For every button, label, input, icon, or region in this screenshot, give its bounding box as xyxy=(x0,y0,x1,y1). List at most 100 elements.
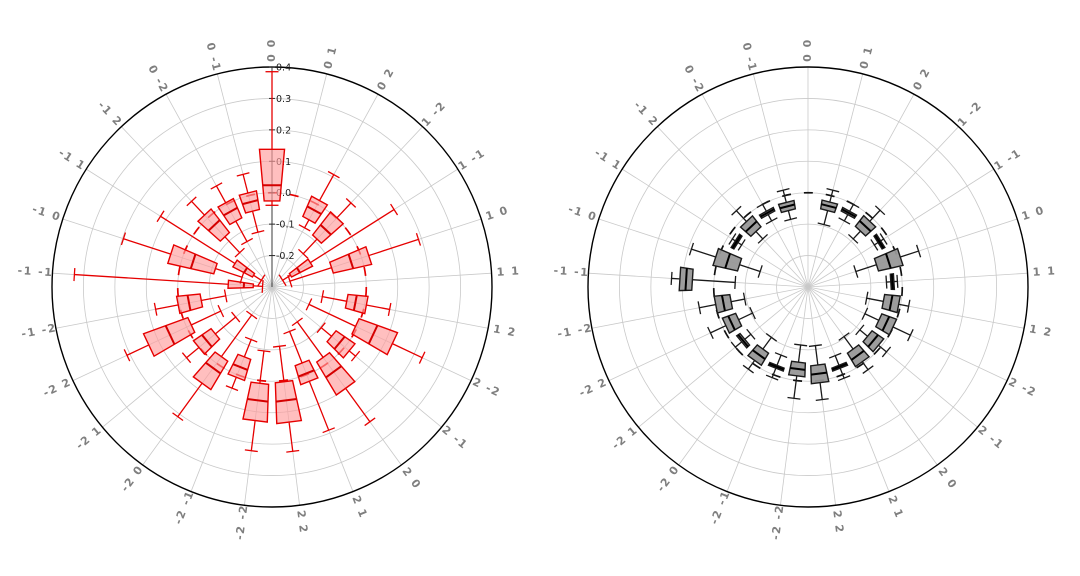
upper-whisker xyxy=(160,215,236,264)
box xyxy=(288,258,314,278)
red-polar-boxplot: 0.40.30.20.10.0-0.1-0.20 00 10 21 -21 -1… xyxy=(17,38,520,540)
grid-spoke xyxy=(807,286,938,466)
grid-spoke xyxy=(807,272,1028,288)
angle-label: -2 0 xyxy=(118,463,146,495)
lower-whisker xyxy=(843,336,854,350)
radial-tick-label: 0.0 xyxy=(276,188,291,199)
upper-whisker-cap xyxy=(172,412,184,422)
box-plot-1_-1 xyxy=(870,233,888,251)
upper-whisker-cap xyxy=(186,196,197,207)
lower-whisker-cap xyxy=(870,239,879,251)
angle-label: -1 1 xyxy=(56,146,88,173)
box-plot-0_2 xyxy=(838,200,860,225)
lower-whisker xyxy=(259,350,265,384)
lower-whisker xyxy=(843,213,849,222)
box-plot--1_1 xyxy=(728,233,746,251)
lower-whisker-cap xyxy=(828,352,842,359)
lower-whisker xyxy=(859,329,869,337)
grid-spoke xyxy=(271,272,492,288)
median-line xyxy=(890,273,894,290)
upper-whisker xyxy=(215,185,227,203)
outer-circle xyxy=(587,66,1029,508)
lower-whisker-cap xyxy=(817,222,831,227)
median-line xyxy=(760,208,775,218)
upper-whisker-cap xyxy=(765,374,779,381)
angle-label: 1 0 xyxy=(484,203,511,223)
box-plot--2_2 xyxy=(123,304,225,362)
lower-whisker xyxy=(253,285,263,288)
lower-whisker-cap xyxy=(320,290,325,304)
radial-tick-label: -0.2 xyxy=(276,251,295,262)
median-line xyxy=(347,253,355,269)
box-plot--2_-2 xyxy=(787,343,808,400)
angle-label: 2 2 xyxy=(294,510,310,535)
upper-whisker-cap xyxy=(688,242,695,256)
median-line xyxy=(885,253,892,269)
lower-whisker xyxy=(738,312,753,321)
upper-whisker xyxy=(900,250,919,258)
box-plot--1_-2 xyxy=(697,292,747,315)
box-plot-2_-1 xyxy=(855,324,892,358)
lower-whisker xyxy=(864,313,880,322)
box-plot-1_0 xyxy=(853,244,922,278)
box-plot-0_1 xyxy=(817,187,840,227)
upper-whisker-cap xyxy=(776,187,790,193)
upper-whisker xyxy=(250,420,256,451)
angle-label: 1 0 xyxy=(1020,203,1047,223)
angle-label: 0 -1 xyxy=(204,41,224,73)
lower-whisker-cap xyxy=(316,322,326,334)
lower-whisker-cap xyxy=(737,239,746,251)
angle-label: 2 -1 xyxy=(439,423,470,452)
angle-label: 0 -2 xyxy=(145,63,171,95)
upper-whisker-cap xyxy=(881,346,892,358)
lower-whisker-cap xyxy=(784,217,798,222)
lower-whisker-cap xyxy=(749,306,756,320)
angle-label: -1 1 xyxy=(592,146,624,173)
lower-whisker xyxy=(190,310,222,326)
box-plot-0_-1 xyxy=(776,187,798,222)
median-line xyxy=(275,398,297,403)
upper-whisker xyxy=(308,381,330,431)
upper-whisker xyxy=(392,343,423,359)
lower-whisker xyxy=(744,333,752,340)
angle-label: -1 -1 xyxy=(553,264,590,279)
box-plot--1_0 xyxy=(120,232,245,284)
upper-whisker xyxy=(849,204,854,212)
lower-whisker xyxy=(755,230,764,240)
lower-whisker xyxy=(834,355,840,366)
radial-tick-label: -0.1 xyxy=(276,220,295,231)
median-line xyxy=(201,334,213,348)
box-plot-2_-2 xyxy=(861,307,914,342)
median-line xyxy=(790,367,806,371)
median-line xyxy=(207,219,221,232)
box xyxy=(192,351,229,391)
box-plot--1_2 xyxy=(731,205,769,244)
lower-whisker xyxy=(288,331,303,364)
radial-tick-label: 0.2 xyxy=(276,125,291,136)
upper-whisker-cap xyxy=(181,352,192,364)
upper-whisker-cap xyxy=(153,302,158,316)
lower-whisker-cap xyxy=(298,248,309,259)
lower-whisker xyxy=(308,303,357,328)
lower-whisker-cap xyxy=(757,233,769,244)
upper-whisker-cap xyxy=(742,364,754,374)
lower-whisker-cap xyxy=(272,344,287,348)
upper-whisker-cap xyxy=(322,427,335,434)
median-line xyxy=(752,349,766,360)
upper-whisker xyxy=(288,422,294,452)
grid-spoke xyxy=(701,94,809,288)
lower-whisker xyxy=(320,327,333,337)
lower-whisker-cap xyxy=(742,292,747,306)
lower-whisker-cap xyxy=(765,332,778,342)
grid-spoke xyxy=(608,286,809,382)
box xyxy=(326,329,357,359)
median-line xyxy=(821,203,837,209)
angle-label: -2 -2 xyxy=(233,504,250,541)
angle-label: 1 -1 xyxy=(456,146,488,173)
box-plot-1_2 xyxy=(320,290,392,316)
upper-whisker xyxy=(878,344,887,353)
lower-whisker xyxy=(730,298,745,303)
upper-whisker-cap xyxy=(350,350,361,362)
lower-whisker xyxy=(787,210,792,220)
median-line xyxy=(724,253,731,269)
